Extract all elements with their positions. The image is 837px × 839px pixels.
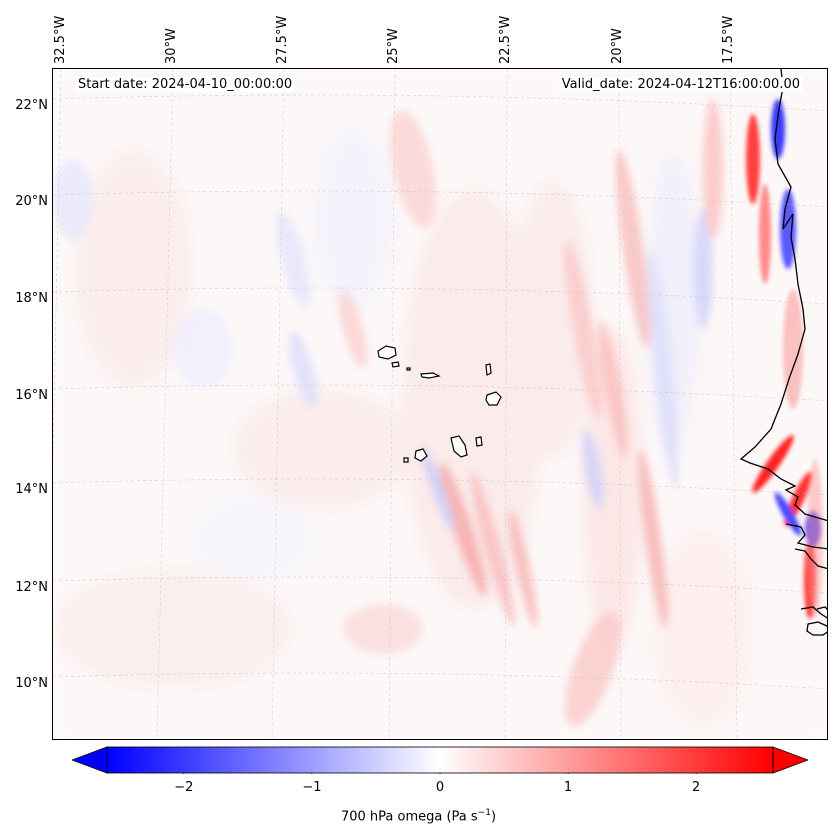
- island-maio: [475, 436, 483, 447]
- graticule: [53, 69, 827, 739]
- lat-label-18n: 18°N: [15, 291, 48, 306]
- background-field: [53, 69, 827, 739]
- colorbar-body: [106, 746, 774, 774]
- lat-label-10n: 10°N: [15, 676, 48, 691]
- omega-field-map: [53, 69, 827, 739]
- colorbar: [70, 746, 810, 778]
- lon-label-17.5w: 17.5°W: [721, 15, 736, 64]
- coastal-strong-field: [746, 99, 823, 619]
- island-sal: [485, 363, 492, 376]
- african-coastline: [739, 69, 827, 636]
- colorbar-title: 700 hPa omega (Pa s−1): [0, 808, 837, 824]
- lat-label-16n: 16°N: [15, 388, 48, 403]
- colorbar-extend-high: [772, 746, 810, 774]
- colorbar-title-text: 700 hPa omega (Pa s: [340, 809, 478, 825]
- colorbar-tick-label: 1: [563, 780, 573, 795]
- start-date-label: Start date: 2024-04-10_00:00:00: [75, 77, 296, 92]
- lon-label-30w: 30°W: [164, 28, 179, 64]
- lat-label-14n: 14°N: [15, 482, 48, 497]
- island-santiago: [450, 435, 468, 458]
- colorbar-tick-label: −1: [302, 780, 322, 795]
- colorbar-extend-low: [70, 746, 108, 774]
- island-fogo: [414, 448, 428, 462]
- colorbar-tick-label: −2: [174, 780, 194, 795]
- lon-label-20w: 20°W: [610, 28, 625, 64]
- cape-verde-islands: [377, 345, 502, 463]
- island-santo-antao: [377, 345, 397, 360]
- colorbar-title-superscript: −1: [477, 808, 491, 818]
- lon-label-22.5w: 22.5°W: [498, 15, 513, 64]
- island-boa-vista: [485, 391, 502, 406]
- island-sao-nicolau: [420, 372, 441, 379]
- island-sao-vicente: [391, 361, 400, 368]
- lon-label-25w: 25°W: [386, 28, 401, 64]
- lat-label-22n: 22°N: [15, 98, 48, 113]
- colorbar-tick-label: 0: [435, 780, 445, 795]
- valid-date-label: Valid_date: 2024-04-12T16:00:00.00: [558, 77, 803, 92]
- lon-label-32.5w: 32.5°W: [53, 15, 68, 64]
- lat-label-12n: 12°N: [15, 580, 48, 595]
- map-panel[interactable]: Start date: 2024-04-10_00:00:00 Valid_da…: [52, 68, 828, 740]
- colorbar-tick-label: 2: [692, 780, 701, 795]
- island-santa-luzia: [406, 367, 411, 371]
- island-brava: [403, 457, 409, 463]
- wave-streaks: [53, 99, 723, 726]
- colorbar-gradient: [70, 746, 810, 778]
- lat-label-20n: 20°N: [15, 194, 48, 209]
- colorbar-title-close: ): [490, 809, 497, 825]
- lon-label-27.5w: 27.5°W: [275, 15, 290, 64]
